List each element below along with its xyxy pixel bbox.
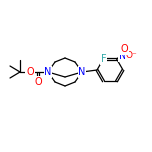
- Text: N: N: [119, 51, 126, 61]
- Text: O: O: [121, 44, 128, 54]
- Text: O⁻: O⁻: [126, 51, 137, 60]
- Text: O: O: [26, 67, 34, 77]
- Text: N: N: [78, 67, 86, 77]
- Text: N: N: [44, 67, 52, 77]
- Text: O: O: [34, 77, 42, 87]
- Text: F: F: [101, 54, 106, 64]
